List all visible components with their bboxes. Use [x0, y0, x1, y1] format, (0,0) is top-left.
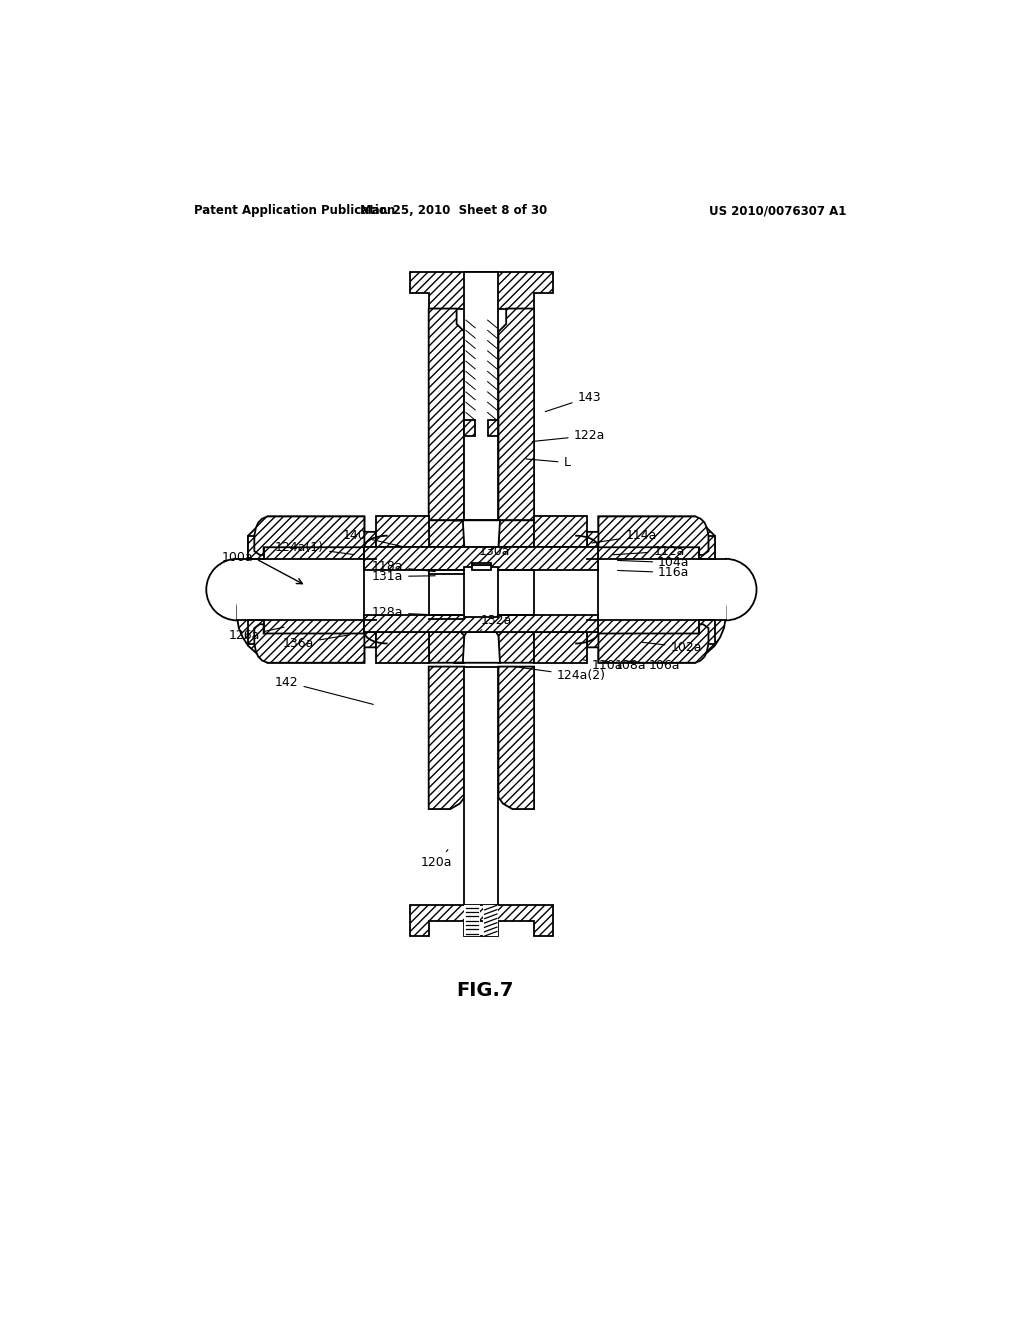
Polygon shape — [464, 566, 499, 618]
Text: 116a: 116a — [617, 566, 689, 579]
Polygon shape — [429, 520, 464, 570]
Polygon shape — [598, 624, 709, 663]
Polygon shape — [598, 516, 709, 554]
Polygon shape — [429, 615, 464, 663]
Text: 112a: 112a — [612, 545, 685, 557]
Polygon shape — [499, 520, 535, 570]
Polygon shape — [535, 615, 587, 663]
Polygon shape — [535, 615, 587, 620]
Polygon shape — [376, 615, 429, 663]
Polygon shape — [254, 624, 365, 663]
Text: 122a: 122a — [532, 429, 605, 442]
Polygon shape — [429, 309, 464, 520]
Text: 120a: 120a — [421, 850, 453, 870]
Polygon shape — [410, 906, 553, 936]
Text: 124a(1): 124a(1) — [275, 541, 354, 554]
Polygon shape — [499, 667, 535, 809]
Text: 114a: 114a — [592, 529, 657, 543]
Polygon shape — [472, 562, 490, 565]
Text: 110a: 110a — [582, 659, 623, 672]
Text: 104a: 104a — [617, 556, 689, 569]
Text: Patent Application Publication: Patent Application Publication — [194, 205, 395, 218]
Text: 108a: 108a — [603, 659, 646, 672]
Polygon shape — [699, 536, 715, 558]
Text: 131a: 131a — [372, 570, 435, 583]
Text: 106a: 106a — [624, 659, 680, 672]
Polygon shape — [587, 558, 726, 620]
Polygon shape — [464, 906, 480, 936]
Text: 130a: 130a — [478, 545, 510, 562]
Text: 102a: 102a — [642, 640, 702, 653]
Polygon shape — [464, 667, 499, 936]
Text: 128a: 128a — [372, 606, 435, 619]
Text: 118a: 118a — [372, 560, 435, 573]
Polygon shape — [365, 548, 598, 570]
Polygon shape — [587, 516, 726, 663]
Polygon shape — [499, 615, 535, 663]
Polygon shape — [499, 309, 535, 520]
Text: 132a: 132a — [480, 614, 512, 631]
Text: 124a(2): 124a(2) — [517, 667, 605, 682]
Text: 142: 142 — [274, 676, 374, 705]
Text: 143: 143 — [545, 391, 601, 412]
Text: L: L — [526, 455, 570, 469]
Polygon shape — [699, 620, 715, 644]
Polygon shape — [248, 620, 263, 644]
Polygon shape — [376, 558, 429, 570]
Polygon shape — [535, 558, 587, 570]
Polygon shape — [535, 516, 587, 570]
Text: US 2010/0076307 A1: US 2010/0076307 A1 — [710, 205, 847, 218]
Text: Mar. 25, 2010  Sheet 8 of 30: Mar. 25, 2010 Sheet 8 of 30 — [359, 205, 547, 218]
Polygon shape — [429, 570, 535, 615]
Text: 136a: 136a — [283, 635, 350, 649]
Polygon shape — [472, 565, 490, 570]
Polygon shape — [365, 548, 598, 632]
Polygon shape — [238, 558, 376, 620]
Polygon shape — [454, 520, 500, 566]
Polygon shape — [254, 516, 365, 554]
Polygon shape — [483, 906, 499, 936]
Polygon shape — [376, 615, 429, 620]
Polygon shape — [464, 272, 499, 520]
Polygon shape — [454, 615, 500, 663]
Polygon shape — [410, 272, 553, 309]
Text: 126a: 126a — [228, 627, 284, 643]
Polygon shape — [238, 516, 376, 663]
Text: 100a: 100a — [222, 550, 254, 564]
Polygon shape — [487, 420, 499, 436]
Polygon shape — [376, 516, 429, 570]
Polygon shape — [464, 420, 475, 436]
Text: 140: 140 — [343, 529, 402, 546]
Polygon shape — [365, 615, 598, 632]
Polygon shape — [429, 667, 464, 809]
Text: FIG.7: FIG.7 — [456, 981, 513, 999]
Polygon shape — [248, 536, 263, 558]
